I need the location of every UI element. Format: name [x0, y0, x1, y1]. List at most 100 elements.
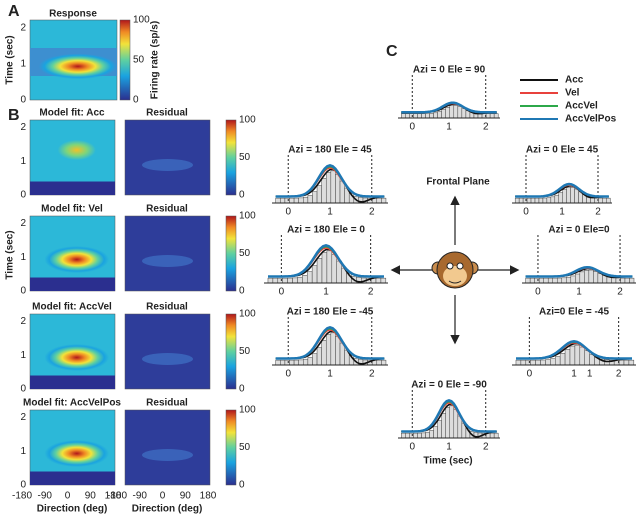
heatmap: [124, 215, 211, 292]
x-tick-label: 90: [85, 491, 97, 502]
panel-label: B: [8, 107, 20, 124]
histogram-bar: [588, 269, 594, 284]
histogram-bar: [380, 277, 387, 284]
histogram-bar: [321, 178, 327, 204]
panel-label: A: [8, 3, 20, 20]
fit-title: Model fit: Vel: [41, 204, 103, 215]
histogram-bar: [559, 353, 566, 366]
histogram-bar: [303, 196, 309, 204]
colorbar-tick-label: 50: [239, 442, 251, 453]
x-tick-label: 2: [483, 122, 489, 133]
histogram-bar: [289, 359, 295, 366]
colorbar-tick-label: 0: [239, 286, 245, 297]
histogram-bar: [312, 353, 318, 366]
y-tick-label: 0: [20, 384, 26, 395]
center-arrows: [390, 195, 520, 345]
histogram-bar: [413, 432, 418, 439]
y-tick-label: 1: [20, 350, 26, 361]
histogram-bar: [330, 332, 336, 366]
heatmap-blob: [142, 159, 193, 171]
residual-title: Residual: [146, 398, 188, 409]
subplot: [398, 390, 500, 439]
histogram-bar: [401, 113, 406, 119]
heatmap-blob: [38, 53, 117, 80]
colorbar-label: Firing rate (sp/s): [150, 21, 161, 99]
histogram-bar: [381, 359, 387, 366]
histogram-bar: [307, 357, 313, 366]
histogram-bar: [277, 277, 283, 284]
x-tick-label: 2: [616, 369, 622, 380]
x-tick-label: 1: [327, 207, 333, 218]
residual-title: Residual: [146, 108, 188, 119]
histogram-bar: [280, 359, 286, 366]
fit-title: Model fit: AccVel: [32, 302, 112, 313]
colorbar-tick-label: 100: [239, 405, 256, 416]
residual-title: Residual: [146, 302, 188, 313]
histogram-bar: [287, 277, 293, 284]
y-tick-label: 2: [20, 122, 26, 133]
monkey-icon: [431, 251, 479, 289]
histogram-bar: [520, 359, 527, 366]
x-tick-label: 2: [617, 287, 623, 298]
histogram-bar: [515, 359, 522, 366]
y-tick-label: 0: [20, 286, 26, 297]
model-curve: [275, 163, 385, 198]
x-axis-label: Direction (deg): [37, 504, 108, 514]
y-tick-label: 2: [20, 218, 26, 229]
histogram-bar: [302, 275, 308, 284]
x-tick-label: 1: [587, 369, 593, 380]
histogram-bar: [569, 345, 576, 366]
histogram-bar: [535, 359, 541, 366]
histogram-bar: [335, 336, 341, 366]
histogram-bar: [628, 359, 635, 366]
x-tick-label: 2: [369, 369, 375, 380]
y-tick-label: 1: [20, 252, 26, 263]
x-tick-label: 1: [323, 287, 329, 298]
histogram-bar: [550, 358, 556, 366]
histogram-bar: [311, 265, 318, 284]
heatmap-blob: [142, 255, 193, 267]
histogram-bar: [284, 197, 290, 204]
histogram-bar: [275, 197, 281, 204]
histogram-bar: [316, 347, 322, 366]
histogram-bar: [534, 277, 540, 284]
heatmap-blob: [51, 136, 103, 164]
legend-label: AccVel: [565, 101, 598, 112]
histogram-bar: [425, 113, 430, 119]
histogram-bar: [307, 271, 313, 284]
colorbar-tick-label: 100: [239, 309, 256, 320]
histogram-bar: [566, 276, 572, 284]
colorbar: [225, 313, 237, 390]
panel-label: C: [386, 43, 398, 60]
histogram-bar: [413, 113, 418, 119]
center-label: Frontal Plane: [426, 177, 490, 188]
x-tick-label: 2: [595, 207, 601, 218]
y-tick-label: 1: [20, 156, 26, 167]
x-tick-label: -180: [107, 491, 127, 502]
histogram-bar: [325, 334, 332, 366]
y-tick-label: 1: [20, 59, 26, 70]
histogram-bar: [297, 276, 303, 284]
histogram-bar: [562, 189, 567, 204]
histogram-bar: [584, 270, 590, 284]
histogram-bar: [550, 196, 556, 204]
x-tick-label: 0: [409, 442, 415, 453]
histogram-bar: [579, 346, 585, 366]
x-tick-label: 2: [369, 207, 375, 218]
histogram-bar: [629, 277, 635, 284]
fit-title: Model fit: Acc: [39, 108, 105, 119]
histogram-bar: [325, 172, 332, 204]
histogram-bar: [526, 197, 532, 204]
histogram-bar: [312, 191, 318, 204]
model-curve: [516, 340, 632, 360]
histogram-bar: [538, 197, 544, 204]
histogram-bar: [514, 197, 520, 204]
colorbar-tick-label: 50: [239, 346, 251, 357]
histogram-bar: [543, 277, 549, 284]
histogram-bar: [449, 105, 455, 119]
histogram-bar: [437, 111, 442, 119]
subplot-title: Azi = 0 Ele = -90: [411, 380, 487, 391]
histogram-bar: [293, 359, 299, 366]
histogram-bar: [375, 277, 382, 284]
histogram-bar: [303, 358, 309, 366]
